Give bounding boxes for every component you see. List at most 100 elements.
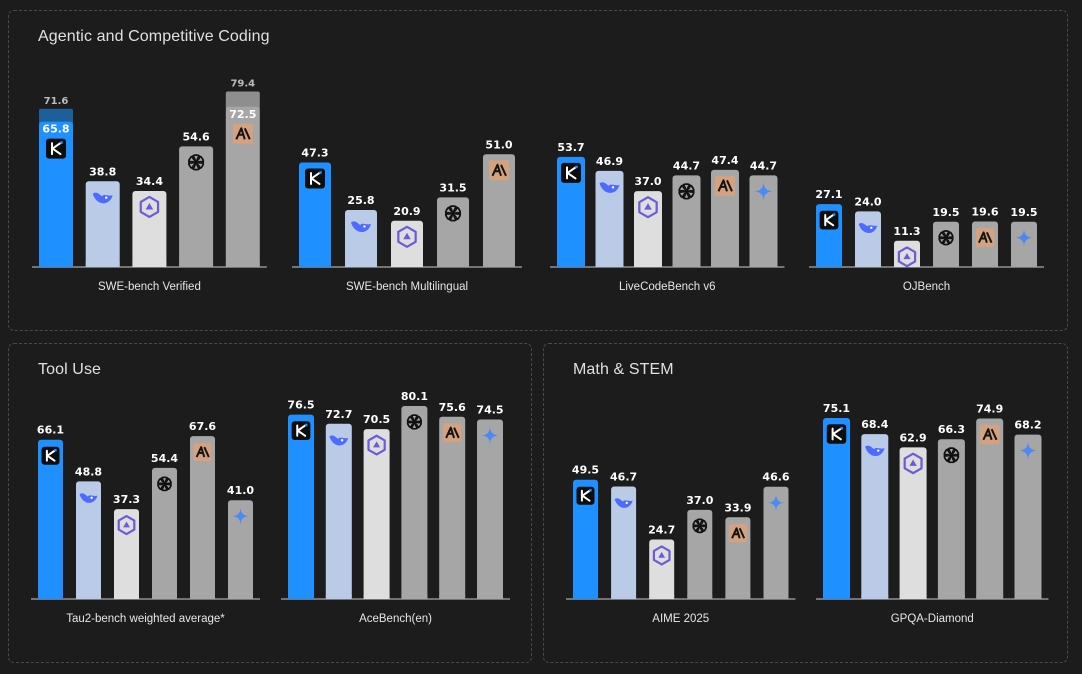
bar-value-label: 75.1	[823, 402, 850, 415]
chart-7: GPQA-Diamond 75.1 68.4 62.9 66.3 74.9 68.2	[816, 402, 1049, 625]
bar-deepseek	[345, 209, 377, 267]
bar-value-label: 68.2	[1014, 419, 1041, 432]
category-label: SWE-bench Multilingual	[346, 281, 468, 293]
category-label: OJBench	[903, 281, 950, 293]
bar-high-anthropic	[225, 91, 260, 110]
bar-value-label: 37.3	[113, 493, 140, 506]
bar-value-label: 44.7	[750, 159, 777, 172]
bar-value-label: 37.0	[634, 175, 661, 188]
gemini-star-icon	[480, 426, 500, 445]
deepseek-whale-icon	[599, 182, 620, 193]
qwen-logo-icon	[117, 515, 136, 536]
anthropic-logo-icon	[232, 123, 253, 144]
gemini-star-icon	[1014, 228, 1034, 248]
kimi-logo-icon	[305, 168, 325, 189]
bar-value-label: 49.5	[572, 464, 599, 477]
bar-openai	[152, 467, 177, 599]
panel-title: Tool Use	[38, 361, 102, 378]
gemini-star-icon	[753, 181, 774, 202]
kimi-logo-icon	[291, 421, 311, 440]
openai-logo-icon	[444, 205, 462, 222]
bar-value-label: 38.8	[89, 165, 116, 178]
bar-deepseek	[611, 486, 637, 599]
anthropic-logo-icon	[489, 160, 509, 181]
bar-kimi	[38, 439, 63, 599]
openai-logo-icon	[188, 154, 205, 171]
bar-value-label: 80.1	[401, 390, 428, 403]
bar-deepseek	[85, 181, 120, 267]
bar-value-label: 46.9	[596, 155, 623, 168]
bar-value-label: 66.1	[37, 424, 64, 437]
bar-value-label: 76.5	[287, 399, 314, 412]
qwen-logo-icon	[638, 196, 658, 219]
deepseek-whale-icon	[614, 498, 633, 508]
deepseek-whale-icon	[92, 192, 113, 204]
qwen-logo-icon	[897, 246, 917, 268]
category-label: Tau2-bench weighted average*	[66, 613, 225, 625]
bar-gemini	[228, 500, 253, 599]
bar-value-label: 41.0	[227, 484, 254, 497]
bar-gemini	[763, 486, 789, 599]
bar-value-label: 19.5	[932, 206, 959, 219]
bar-value-label: 53.7	[557, 141, 584, 154]
bar-deepseek	[595, 170, 624, 267]
kimi-logo-icon	[46, 138, 66, 159]
bar-gemini	[1014, 434, 1042, 599]
bar-qwen	[634, 191, 662, 267]
bar-value-label: 20.9	[393, 205, 420, 218]
bar-kimi	[557, 156, 585, 267]
bar-openai	[179, 146, 214, 267]
bar-value-label: 70.5	[363, 413, 390, 426]
chart-2: LiveCodeBench v6 53.7 46.9 37.0 44.7 47.4 44.7	[550, 141, 785, 293]
bar-value-label: 74.9	[976, 402, 1003, 415]
bar-kimi	[299, 162, 331, 267]
kimi-logo-icon	[561, 162, 581, 183]
qwen-logo-icon	[139, 195, 160, 219]
bar-high-kimi	[39, 108, 73, 125]
chart-0: SWE-bench Verified 71.6 65.8 38.8 34.4 54.6 79…	[32, 79, 267, 293]
bar-value-label: 72.5	[229, 108, 256, 121]
bar-kimi	[823, 418, 850, 599]
bar-value-label: 34.4	[136, 175, 163, 188]
bar-value-label: 67.6	[189, 420, 216, 433]
openai-logo-icon	[943, 447, 960, 464]
anthropic-logo-icon	[975, 228, 995, 247]
bar-qwen	[363, 429, 390, 599]
deepseek-whale-icon	[329, 435, 349, 446]
anthropic-logo-icon	[442, 423, 462, 443]
bar-value-label: 46.6	[762, 471, 789, 484]
deepseek-whale-icon	[79, 493, 98, 503]
openai-logo-icon	[938, 230, 954, 246]
bar-qwen	[649, 539, 675, 599]
bar-value-label: 48.8	[75, 465, 102, 478]
gemini-star-icon	[1018, 440, 1038, 461]
bar-value-label: 54.6	[183, 130, 210, 143]
bar-value-label: 54.4	[151, 452, 178, 465]
anthropic-logo-icon	[728, 524, 747, 543]
chart-5: AceBench(en) 76.5 72.7 70.5 80.1 75.6 74.5	[281, 390, 510, 625]
bar-kimi	[288, 414, 314, 599]
bar-openai	[672, 175, 701, 267]
openai-logo-icon	[692, 518, 708, 534]
bar-openai	[437, 197, 469, 267]
kimi-logo-icon	[576, 486, 595, 505]
bar-value-label: 11.3	[893, 225, 920, 238]
category-label: AceBench(en)	[359, 613, 432, 625]
anthropic-logo-icon	[715, 175, 735, 196]
chart-6: AIME 2025 49.5 46.7 24.7 37.0 33.9 46.6	[566, 464, 796, 625]
gemini-star-icon	[767, 493, 785, 512]
deepseek-whale-icon	[865, 445, 885, 457]
bar-value-label: 19.6	[971, 206, 998, 219]
bar-anthropic	[976, 418, 1004, 599]
bar-value-label: 68.4	[861, 418, 888, 431]
bar-high-value-label: 79.4	[230, 79, 255, 90]
bar-value-label: 44.7	[673, 159, 700, 172]
anthropic-logo-icon	[193, 443, 212, 462]
bar-high-value-label: 71.6	[44, 96, 69, 107]
gemini-star-icon	[231, 507, 250, 526]
bar-value-label: 37.0	[686, 494, 713, 507]
openai-logo-icon	[406, 414, 423, 430]
category-label: AIME 2025	[652, 613, 709, 625]
chart-3: OJBench 27.1 24.0 11.3 19.5 19.6 19.5	[809, 188, 1044, 293]
bar-openai	[401, 405, 428, 599]
